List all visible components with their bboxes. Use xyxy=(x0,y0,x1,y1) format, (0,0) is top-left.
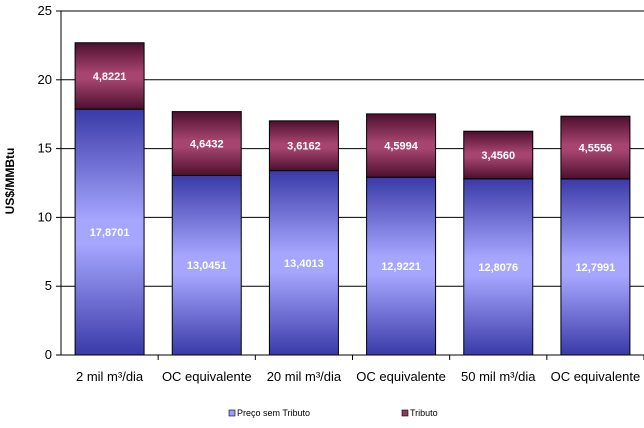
y-tick-label: 0 xyxy=(45,347,52,362)
data-label: 3,4560 xyxy=(481,150,515,162)
data-label: 13,0451 xyxy=(187,260,227,272)
bar-segment-preco-sem-tributo xyxy=(74,108,145,356)
data-label: 13,4013 xyxy=(284,258,324,270)
bar-segment-tributo xyxy=(171,111,242,176)
x-category-label: OC equivalente xyxy=(356,369,446,384)
bar-segment-tributo xyxy=(366,113,437,178)
y-tick-label: 25 xyxy=(38,3,52,18)
data-label: 3,6162 xyxy=(287,141,321,153)
data-label: 12,8076 xyxy=(478,262,518,274)
data-label: 4,6432 xyxy=(190,139,224,151)
bar-segment-tributo xyxy=(463,130,534,180)
gridlines xyxy=(61,10,644,287)
legend-label: Tributo xyxy=(410,408,438,418)
axes: 0 5 10 15 20 25 2 mil m³/dia OC equivalente 20 m… xyxy=(38,3,644,384)
bar-segment-preco-sem-tributo xyxy=(463,178,534,356)
x-category-label: OC equivalente xyxy=(551,369,641,384)
bar-segment-preco-sem-tributo xyxy=(366,176,437,356)
data-label: 12,9221 xyxy=(381,261,421,273)
y-axis-label: US$/MMBtu xyxy=(3,148,17,215)
x-category-label: 50 mil m³/dia xyxy=(461,369,536,384)
bar-segment-tributo xyxy=(560,115,631,180)
y-tick-label: 20 xyxy=(38,72,52,87)
x-category-label: 2 mil m³/dia xyxy=(76,369,144,384)
bars: 17,8701 4,8221 13,0451 4,6432 13,4013 3,6162 1… xyxy=(74,42,631,356)
data-label: 12,7991 xyxy=(576,262,616,274)
legend-label: Preço sem Tributo xyxy=(237,408,310,418)
bar-segment-preco-sem-tributo xyxy=(560,178,631,356)
x-category-label: 20 mil m³/dia xyxy=(267,369,342,384)
bar-segment-tributo xyxy=(74,42,145,110)
y-tick-label: 5 xyxy=(45,278,52,293)
data-label: 4,5556 xyxy=(579,143,613,155)
bar-segment-tributo xyxy=(268,120,339,172)
data-label: 4,5994 xyxy=(384,141,419,153)
x-category-label: OC equivalente xyxy=(162,369,252,384)
data-label: 17,8701 xyxy=(90,227,130,239)
legend-swatch xyxy=(401,409,409,417)
y-tick-label: 15 xyxy=(38,141,52,156)
data-label: 4,8221 xyxy=(93,71,127,83)
legend: Preço sem Tributo Tributo xyxy=(228,408,438,418)
y-tick-label: 10 xyxy=(38,209,52,224)
legend-swatch xyxy=(228,409,236,417)
